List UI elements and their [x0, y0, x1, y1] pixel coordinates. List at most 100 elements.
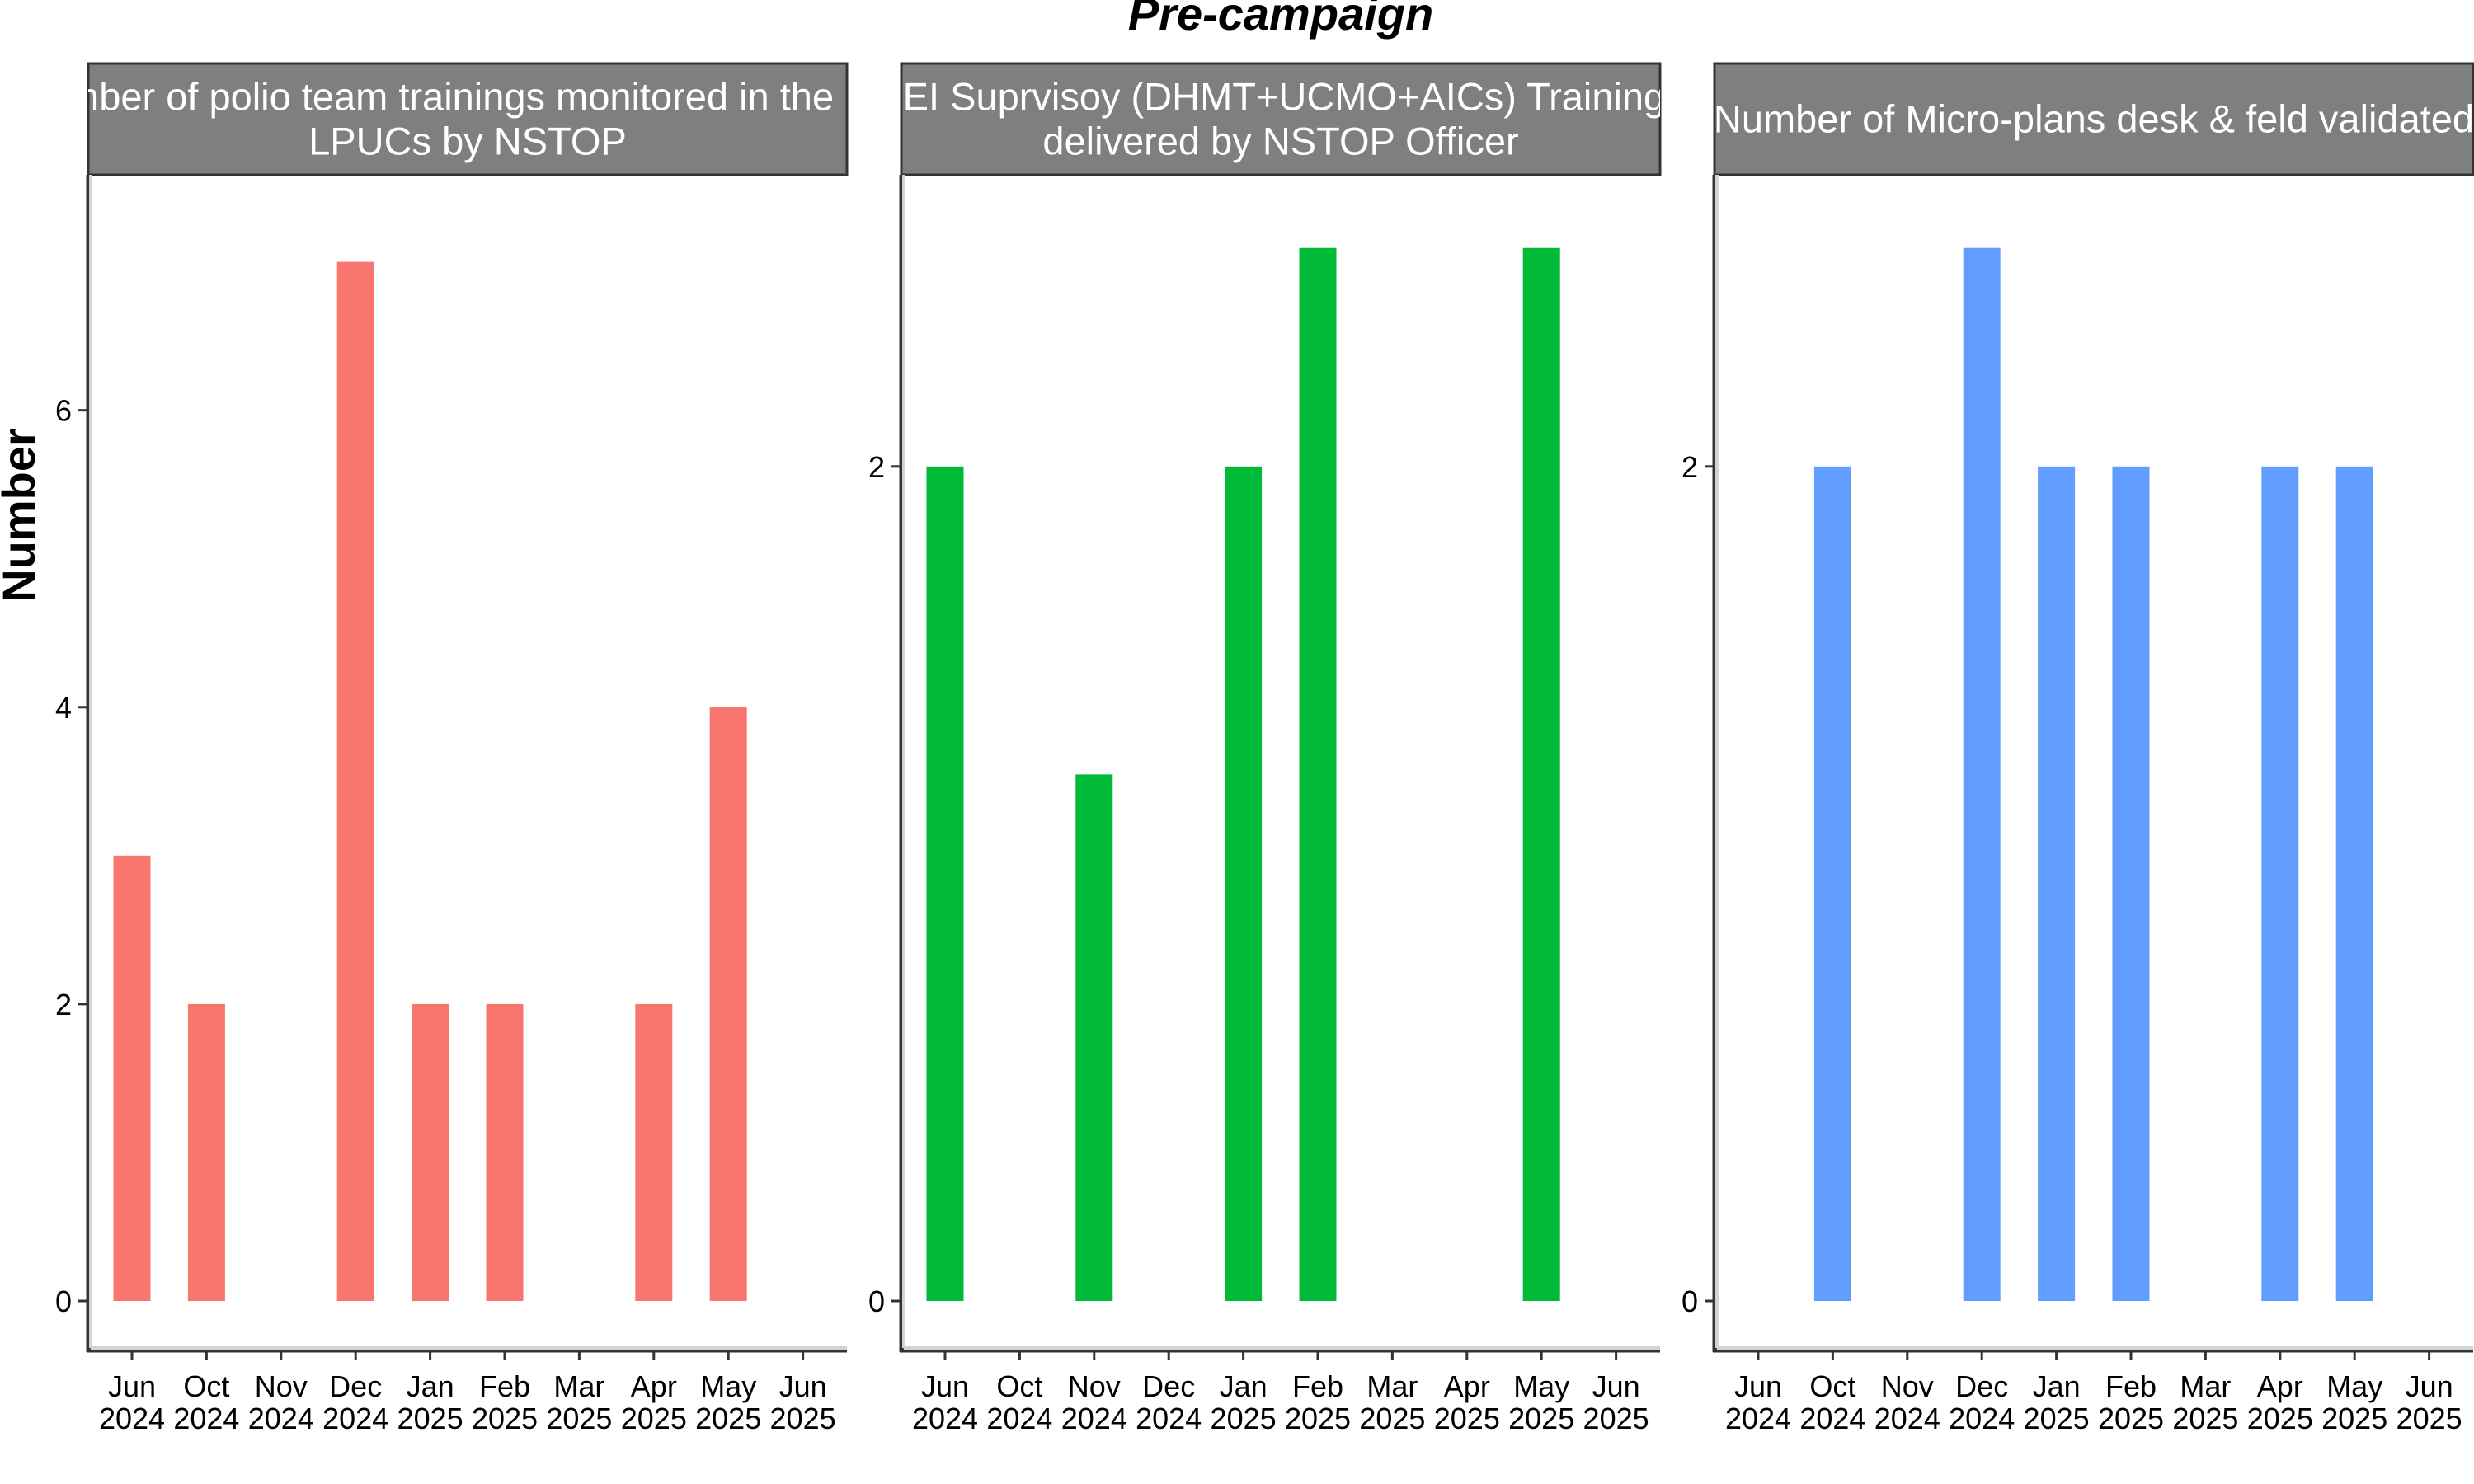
bar — [187, 1003, 225, 1301]
x-tick-label-month: Mar — [1366, 1369, 1418, 1403]
facet-strip — [900, 62, 1662, 176]
x-tick-label-month: Apr — [631, 1369, 677, 1403]
x-tick-label-month: Jun — [2406, 1369, 2453, 1403]
bar — [113, 855, 151, 1301]
bar — [2261, 466, 2299, 1301]
x-tick-label-year: 2025 — [770, 1402, 836, 1435]
facet-strip-text: PEI Suprvisoy (DHMT+UCMO+AICs) Trainings — [877, 75, 1684, 119]
x-tick-label-year: 2025 — [2247, 1402, 2313, 1435]
x-tick-label-month: May — [1513, 1369, 1569, 1403]
x-tick-label-month: Nov — [255, 1369, 308, 1403]
bar — [2112, 466, 2150, 1301]
x-tick-label-year: 2025 — [397, 1402, 463, 1435]
bar — [709, 707, 747, 1301]
y-tick-label: 2 — [868, 450, 885, 484]
y-tick-label: 2 — [55, 988, 72, 1021]
x-tick-label-year: 2024 — [1949, 1402, 2015, 1435]
bar — [486, 1003, 524, 1301]
x-tick-label-month: Jun — [1734, 1369, 1782, 1403]
facet-strip-text: LPUCs by NSTOP — [308, 120, 627, 163]
x-tick-label-month: May — [2326, 1369, 2382, 1403]
bar — [1075, 774, 1113, 1301]
bar — [635, 1003, 673, 1301]
x-tick-label-month: Feb — [1292, 1369, 1343, 1403]
y-tick-label: 0 — [1681, 1284, 1698, 1318]
x-tick-label-year: 2025 — [1434, 1402, 1500, 1435]
bar — [412, 1003, 449, 1301]
x-tick-label-year: 2024 — [912, 1402, 978, 1435]
bar — [1299, 247, 1337, 1302]
x-tick-label-month: Jun — [1592, 1369, 1640, 1403]
x-tick-label-year: 2025 — [695, 1402, 761, 1435]
x-tick-label-year: 2024 — [1874, 1402, 1940, 1435]
x-tick-label-year: 2025 — [2396, 1402, 2462, 1435]
x-tick-label-year: 2025 — [1285, 1402, 1351, 1435]
x-tick-label-year: 2024 — [1799, 1402, 1865, 1435]
y-tick-label: 0 — [868, 1284, 885, 1318]
x-tick-label-year: 2025 — [1508, 1402, 1574, 1435]
y-tick-label: 0 — [55, 1284, 72, 1318]
bar — [1813, 466, 1851, 1301]
x-tick-label-year: 2024 — [173, 1402, 239, 1435]
x-tick-label-year: 2024 — [1061, 1402, 1127, 1435]
bar — [2038, 466, 2076, 1301]
x-tick-label-month: Nov — [1068, 1369, 1121, 1403]
x-tick-label-year: 2025 — [1359, 1402, 1425, 1435]
x-tick-label-month: Jan — [2033, 1369, 2081, 1403]
x-tick-label-month: Feb — [479, 1369, 530, 1403]
x-tick-label-year: 2025 — [1583, 1402, 1649, 1435]
x-tick-label-year: 2025 — [1211, 1402, 1277, 1435]
x-tick-label-year: 2024 — [99, 1402, 165, 1435]
x-tick-label-year: 2024 — [1136, 1402, 1202, 1435]
x-tick-label-month: Dec — [1142, 1369, 1195, 1403]
x-tick-label-month: Mar — [2180, 1369, 2231, 1403]
x-tick-label-month: Mar — [553, 1369, 604, 1403]
facet-strip-text: delivered by NSTOP Officer — [1042, 120, 1518, 163]
x-tick-label-month: Apr — [2257, 1369, 2303, 1403]
bar — [2335, 466, 2373, 1301]
x-tick-label-month: Jun — [779, 1369, 827, 1403]
x-tick-label-month: Dec — [1955, 1369, 2008, 1403]
x-tick-label-month: Feb — [2105, 1369, 2157, 1403]
y-tick-label: 4 — [55, 691, 72, 725]
x-tick-label-year: 2024 — [986, 1402, 1052, 1435]
x-tick-label-month: Oct — [1809, 1369, 1856, 1403]
x-tick-label-month: Jun — [108, 1369, 156, 1403]
x-tick-label-month: Oct — [996, 1369, 1042, 1403]
x-tick-label-month: Jun — [921, 1369, 969, 1403]
facet-strip-label: Number of polio team trainings monitored… — [17, 75, 918, 163]
x-tick-label-month: Nov — [1881, 1369, 1934, 1403]
x-tick-label-month: May — [700, 1369, 756, 1403]
panel-1: Number of polio team trainings monitored… — [17, 62, 918, 1435]
x-tick-label-year: 2025 — [472, 1402, 538, 1435]
x-tick-label-year: 2025 — [2321, 1402, 2387, 1435]
facet-strip — [1713, 62, 2474, 176]
panel-2: PEI Suprvisoy (DHMT+UCMO+AICs) Trainings… — [868, 62, 1684, 1435]
x-tick-label-year: 2024 — [1725, 1402, 1791, 1435]
facet-strip-label: PEI Suprvisoy (DHMT+UCMO+AICs) Trainings… — [877, 75, 1684, 163]
y-tick-label: 6 — [55, 394, 72, 428]
x-tick-label-year: 2025 — [2024, 1402, 2090, 1435]
x-tick-label-month: Jan — [1220, 1369, 1268, 1403]
facet-strip-text: Number of polio team trainings monitored… — [17, 75, 918, 119]
x-tick-label-year: 2025 — [2098, 1402, 2164, 1435]
bar — [1225, 466, 1263, 1301]
facet-strip-label: Number of Micro-plans desk & feld valida… — [1714, 97, 2474, 141]
panel-3: Number of Micro-plans desk & feld valida… — [1681, 62, 2474, 1435]
x-tick-label-year: 2024 — [248, 1402, 314, 1435]
chart-title: Pre-campaign — [1128, 0, 1433, 40]
x-tick-label-month: Dec — [329, 1369, 382, 1403]
x-tick-label-year: 2025 — [621, 1402, 687, 1435]
x-tick-label-year: 2025 — [2172, 1402, 2238, 1435]
x-tick-label-month: Jan — [407, 1369, 454, 1403]
bar — [1522, 247, 1560, 1302]
bar — [336, 261, 374, 1301]
x-tick-label-year: 2025 — [546, 1402, 612, 1435]
x-tick-label-year: 2024 — [322, 1402, 388, 1435]
facet-strip-text: Number of Micro-plans desk & feld valida… — [1714, 97, 2474, 141]
y-axis-label: Number — [0, 428, 45, 603]
facet-strip — [87, 62, 849, 176]
bar — [926, 466, 964, 1301]
y-tick-label: 2 — [1681, 450, 1698, 484]
